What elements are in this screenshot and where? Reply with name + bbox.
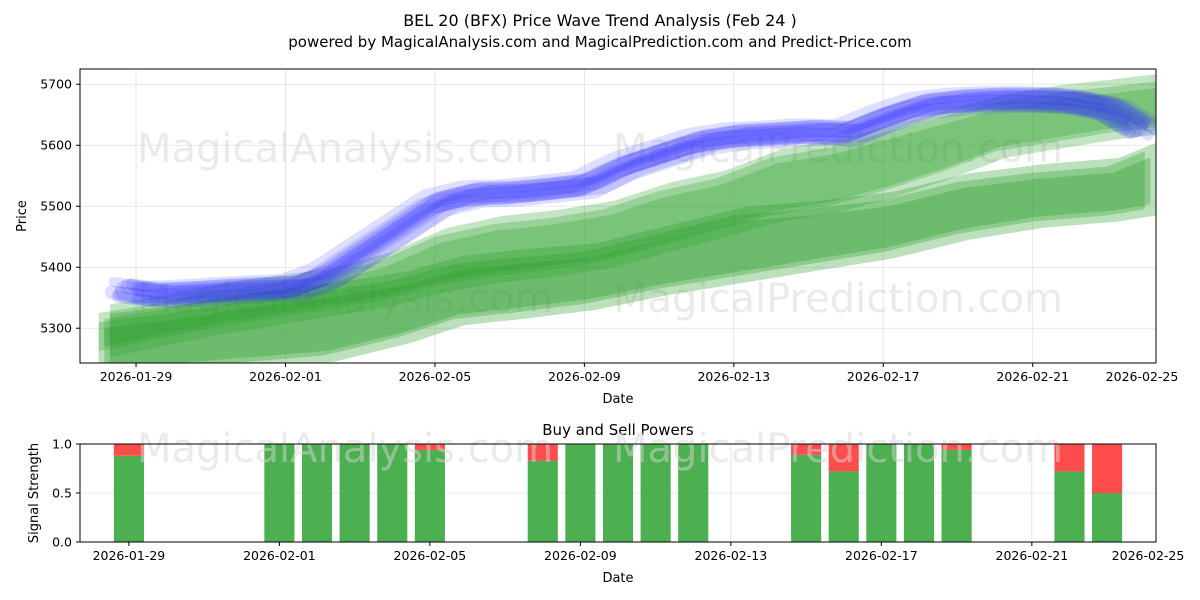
price-y-tick-label: 5500 xyxy=(40,199,72,214)
price-x-tick-label: 2026-02-01 xyxy=(249,369,322,384)
price-y-tick-label: 5600 xyxy=(40,138,72,153)
buy-bar xyxy=(678,444,709,542)
sell-bar xyxy=(941,444,972,450)
buy-bar xyxy=(565,444,596,542)
green-wave-lower-band xyxy=(98,151,1145,363)
signal-y-tick-label: 0.0 xyxy=(52,535,72,550)
buy-bar xyxy=(602,444,634,542)
blue-wave-line xyxy=(126,87,1151,295)
price-watermarks: MagicalAnalysis.com MagicalPrediction.co… xyxy=(137,126,1063,322)
signal-y-label: Signal Strength xyxy=(27,443,42,543)
price-y-tick-label: 5300 xyxy=(40,321,72,336)
signal-y-tick-label: 1.0 xyxy=(52,437,72,452)
buy-bar xyxy=(903,444,935,542)
signal-y-tick-label: 0.5 xyxy=(52,486,72,501)
signal-x-tick-label: 2026-02-05 xyxy=(394,548,467,563)
signal-x-tick-label: 2026-02-01 xyxy=(243,548,316,563)
buy-bar xyxy=(113,455,144,542)
green-wave-upper-band xyxy=(109,74,1156,358)
buy-bar xyxy=(339,444,370,542)
price-x-tick-label: 2026-02-17 xyxy=(847,369,920,384)
watermark-analysis-3: MagicalAnalysis.com xyxy=(137,426,553,472)
signal-x-label: Date xyxy=(602,571,633,586)
signal-x-tick-label: 2026-02-09 xyxy=(544,548,617,563)
signal-x-tick-label: 2026-02-25 xyxy=(1112,548,1185,563)
signal-x-tick-label: 2026-02-13 xyxy=(695,548,768,563)
watermark-prediction-3: MagicalPrediction.com xyxy=(613,426,1063,472)
signal-x-tick-label: 2026-01-29 xyxy=(93,548,166,563)
price-x-tick-label: 2026-02-25 xyxy=(1106,369,1179,384)
buy-bar xyxy=(414,449,445,542)
buy-bar xyxy=(791,454,822,542)
price-marks xyxy=(98,74,1156,363)
price-y-tick-label: 5400 xyxy=(40,260,72,275)
blue-wave-line xyxy=(108,85,1132,292)
buy-bar xyxy=(640,444,671,542)
sell-bar xyxy=(414,444,445,450)
price-y-label: Price xyxy=(15,200,30,232)
price-grid xyxy=(80,69,1156,363)
price-x-label: Date xyxy=(602,392,633,407)
blue-wave-line xyxy=(113,95,1142,307)
blue-wave-line xyxy=(131,103,1154,309)
signal-panel: Buy and Sell Powers MagicalAnalysis.com … xyxy=(27,421,1184,586)
price-x-tick-label: 2026-02-13 xyxy=(697,369,770,384)
sell-bar xyxy=(1092,444,1123,493)
buy-bar xyxy=(527,460,558,542)
price-y-tick-label: 5700 xyxy=(40,77,72,92)
chart-subtitle: powered by MagicalAnalysis.com and Magic… xyxy=(288,33,912,51)
signal-x-tick-label: 2026-02-21 xyxy=(996,548,1069,563)
price-panel: MagicalAnalysis.com MagicalPrediction.co… xyxy=(15,68,1178,407)
price-x-tick-label: 2026-02-21 xyxy=(996,369,1069,384)
signal-x-tick-label: 2026-02-17 xyxy=(845,548,918,563)
price-x-tick-label: 2026-01-29 xyxy=(100,369,173,384)
blue-wave-line xyxy=(114,89,1148,305)
signal-watermarks: MagicalAnalysis.com MagicalPrediction.co… xyxy=(137,426,1063,472)
watermark-analysis-2: MagicalAnalysis.com xyxy=(137,276,553,322)
price-x-tick-label: 2026-02-05 xyxy=(399,369,472,384)
sell-bar xyxy=(1054,444,1085,472)
buy-bar xyxy=(1054,471,1085,542)
buy-bar xyxy=(941,449,972,542)
price-axes-frame xyxy=(79,68,1157,364)
price-axes: 2026-01-29 2026-02-01 2026-02-05 2026-02-09… xyxy=(40,77,1178,384)
watermark-analysis: MagicalAnalysis.com xyxy=(137,126,553,172)
price-x-tick-label: 2026-02-09 xyxy=(548,369,621,384)
blue-wave-line xyxy=(134,90,1156,304)
green-wave-lower-band xyxy=(109,142,1156,363)
signal-title: Buy and Sell Powers xyxy=(542,421,694,439)
sell-bar xyxy=(527,444,558,461)
sell-bar xyxy=(791,444,822,455)
blue-wave-line xyxy=(120,87,1150,300)
green-wave-upper-band xyxy=(104,88,1156,347)
buy-bar xyxy=(377,444,408,542)
buy-bar xyxy=(1092,493,1123,542)
signal-marks xyxy=(113,444,1123,542)
sell-bar xyxy=(113,444,144,456)
buy-bar xyxy=(264,444,295,542)
blue-wave-line xyxy=(130,90,1156,300)
chart-title: BEL 20 (BFX) Price Wave Trend Analysis (… xyxy=(403,11,797,30)
sell-bar xyxy=(828,444,859,472)
buy-bar xyxy=(301,444,333,542)
green-wave-upper-band xyxy=(98,81,1156,352)
watermark-prediction-2: MagicalPrediction.com xyxy=(613,276,1063,322)
blue-wave-line xyxy=(104,94,1132,304)
watermark-prediction: MagicalPrediction.com xyxy=(613,126,1063,172)
blue-wave-line xyxy=(111,99,1136,307)
buy-bar xyxy=(828,471,859,542)
signal-axes: 2026-01-29 2026-02-01 2026-02-05 2026-02-09… xyxy=(52,437,1184,564)
green-wave-lower-band xyxy=(104,157,1151,363)
buy-bar xyxy=(866,444,897,542)
